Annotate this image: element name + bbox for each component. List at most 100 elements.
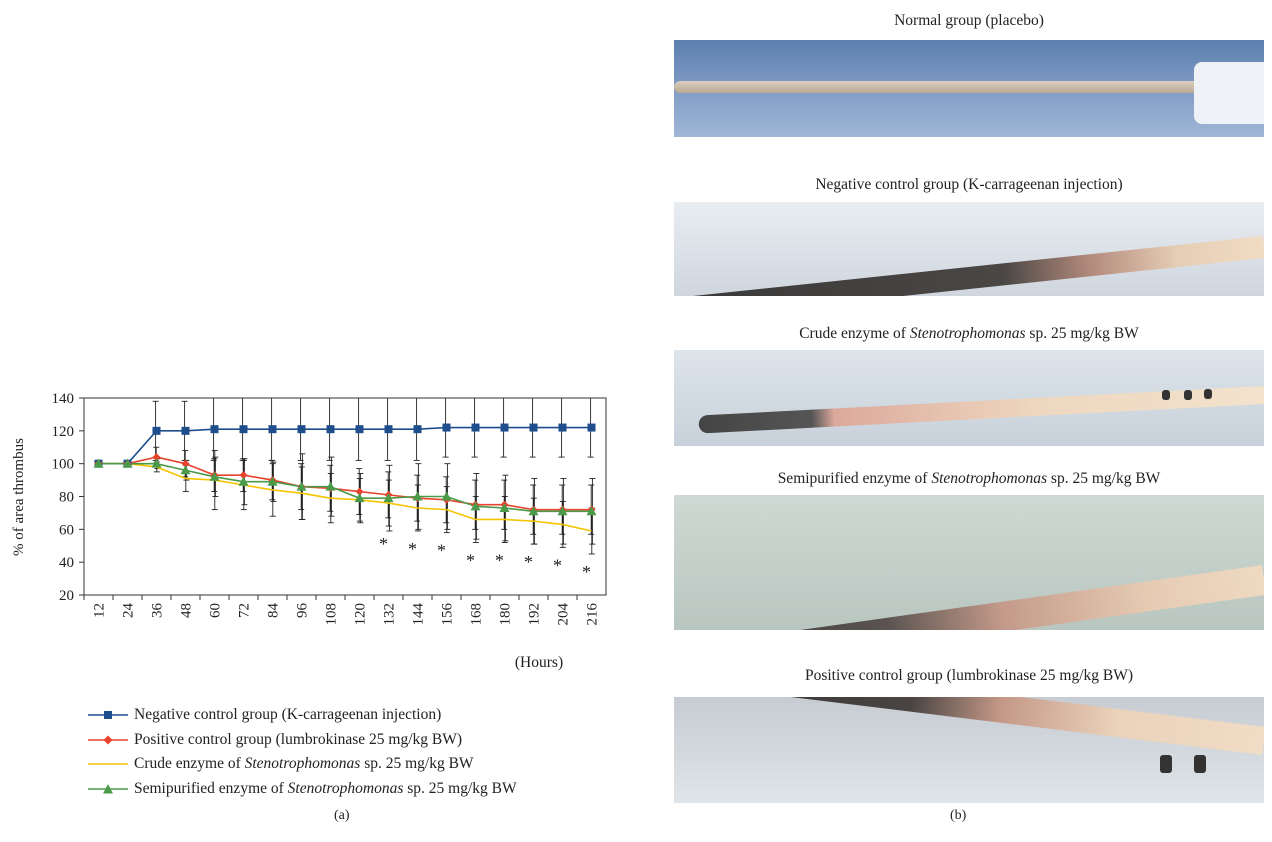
series-line bbox=[98, 456, 592, 511]
significance-marker: * bbox=[582, 562, 591, 582]
x-tick-label: 144 bbox=[411, 603, 427, 626]
x-tick-label: 180 bbox=[498, 603, 514, 626]
data-point-square bbox=[181, 426, 190, 435]
legend-item-semipurified: Semipurified enzyme of Stenotrophomonas … bbox=[88, 777, 517, 802]
data-point-square bbox=[558, 423, 567, 432]
significance-marker: * bbox=[437, 541, 446, 561]
data-point-square bbox=[529, 423, 538, 432]
data-point-square bbox=[471, 423, 480, 432]
x-tick-label: 12 bbox=[92, 603, 108, 618]
y-tick-label: 120 bbox=[52, 424, 75, 440]
data-point-diamond bbox=[355, 487, 364, 496]
significance-marker: * bbox=[553, 555, 562, 575]
legend-label-negative: Negative control group (K-carrageenan in… bbox=[134, 706, 442, 723]
data-point-triangle bbox=[412, 491, 423, 501]
data-point-triangle bbox=[354, 493, 365, 503]
legend-swatch-square-icon bbox=[88, 711, 128, 720]
y-tick-label: 140 bbox=[52, 391, 75, 407]
significance-marker: * bbox=[466, 550, 475, 570]
photo-crude-tail bbox=[674, 350, 1264, 446]
panel-label-a: (a) bbox=[334, 808, 350, 823]
data-point-triangle bbox=[499, 502, 510, 512]
legend-swatch-line-icon bbox=[88, 763, 128, 765]
y-tick-label: 80 bbox=[59, 490, 74, 506]
data-point-square bbox=[210, 425, 219, 434]
x-tick-label: 72 bbox=[237, 603, 253, 618]
data-point-triangle bbox=[470, 501, 481, 511]
data-point-triangle bbox=[296, 481, 307, 491]
photo-positive-tail bbox=[674, 697, 1264, 803]
data-point-triangle bbox=[528, 506, 539, 516]
data-point-square bbox=[239, 425, 248, 434]
data-point-triangle bbox=[238, 476, 249, 486]
chart-legend: Negative control group (K-carrageenan in… bbox=[88, 703, 517, 801]
photo-title-crude: Crude enzyme of Stenotrophomonas sp. 25 … bbox=[799, 325, 1139, 342]
legend-label-semipurified: Semipurified enzyme of Stenotrophomonas … bbox=[134, 779, 517, 797]
legend-item-crude: Crude enzyme of Stenotrophomonas sp. 25 … bbox=[88, 752, 517, 777]
x-tick-label: 192 bbox=[527, 603, 543, 626]
data-point-square bbox=[587, 423, 596, 432]
x-tick-label: 24 bbox=[121, 603, 137, 619]
data-point-diamond bbox=[239, 471, 248, 480]
data-point-square bbox=[326, 425, 335, 434]
thrombus-line-chart: % of area thrombus 20 40 60 80 100 120 140 12 24… bbox=[11, 391, 607, 626]
data-point-triangle bbox=[180, 465, 191, 475]
data-point-square bbox=[384, 425, 393, 434]
data-point-square bbox=[152, 426, 161, 435]
x-tick-label: 60 bbox=[208, 603, 224, 618]
legend-swatch-diamond-icon bbox=[88, 735, 128, 745]
series-line bbox=[98, 426, 592, 465]
photo-title-positive: Positive control group (lumbrokinase 25 … bbox=[804, 667, 1134, 684]
data-point-diamond bbox=[152, 453, 161, 462]
significance-marker: * bbox=[495, 550, 504, 570]
x-tick-label: 156 bbox=[440, 603, 456, 626]
y-axis-title: % of area thrombus bbox=[11, 438, 27, 556]
legend-label-crude: Crude enzyme of Stenotrophomonas sp. 25 … bbox=[134, 755, 474, 772]
legend-item-negative: Negative control group (K-carrageenan in… bbox=[88, 703, 517, 728]
series-line bbox=[98, 462, 592, 532]
x-tick-label: 36 bbox=[150, 603, 166, 619]
photo-semipurified-tail bbox=[674, 495, 1264, 630]
plot-area-frame bbox=[83, 397, 607, 596]
photo-title-semipurified: Semipurified enzyme of Stenotrophomonas … bbox=[777, 470, 1161, 487]
y-tick-label: 100 bbox=[52, 457, 75, 473]
photo-normal-tail bbox=[674, 40, 1264, 137]
data-point-square bbox=[442, 423, 451, 432]
data-point-triangle bbox=[93, 458, 104, 468]
x-tick-label: 168 bbox=[469, 603, 485, 626]
y-tick-label: 40 bbox=[59, 555, 74, 571]
legend-swatch-triangle-icon bbox=[88, 783, 128, 794]
x-tick-label: 96 bbox=[295, 603, 311, 619]
y-tick-label: 60 bbox=[59, 522, 74, 538]
x-tick-label: 108 bbox=[324, 603, 340, 626]
legend-label-positive: Positive control group (lumbrokinase 25 … bbox=[134, 730, 463, 748]
x-tick-label: 132 bbox=[382, 603, 398, 626]
x-axis-title: (Hours) bbox=[514, 654, 564, 671]
x-tick-label: 216 bbox=[585, 603, 601, 626]
data-point-triangle bbox=[586, 506, 597, 516]
x-tick-label: 204 bbox=[556, 603, 572, 626]
data-point-triangle bbox=[557, 506, 568, 516]
significance-marker: * bbox=[379, 534, 388, 554]
data-point-triangle bbox=[267, 476, 278, 486]
legend-item-positive: Positive control group (lumbrokinase 25 … bbox=[88, 728, 517, 753]
series-line bbox=[98, 462, 592, 513]
x-tick-label: 120 bbox=[353, 603, 369, 626]
data-point-square bbox=[413, 425, 422, 434]
data-point-triangle bbox=[122, 458, 133, 468]
significance-marker: * bbox=[408, 539, 417, 559]
data-point-square bbox=[500, 423, 509, 432]
data-point-triangle bbox=[209, 471, 220, 481]
photo-negative-tail bbox=[674, 202, 1264, 296]
data-point-triangle bbox=[151, 458, 162, 468]
photo-title-normal: Normal group (placebo) bbox=[894, 12, 1044, 29]
data-point-square bbox=[268, 425, 277, 434]
panel-label-b: (b) bbox=[950, 808, 967, 823]
data-point-diamond bbox=[181, 459, 190, 468]
x-tick-label: 84 bbox=[266, 603, 282, 619]
data-point-square bbox=[297, 425, 306, 434]
data-point-triangle bbox=[325, 481, 336, 491]
photo-title-negative: Negative control group (K-carrageenan in… bbox=[815, 176, 1123, 193]
significance-marker: * bbox=[524, 552, 533, 572]
data-point-triangle bbox=[441, 491, 452, 501]
